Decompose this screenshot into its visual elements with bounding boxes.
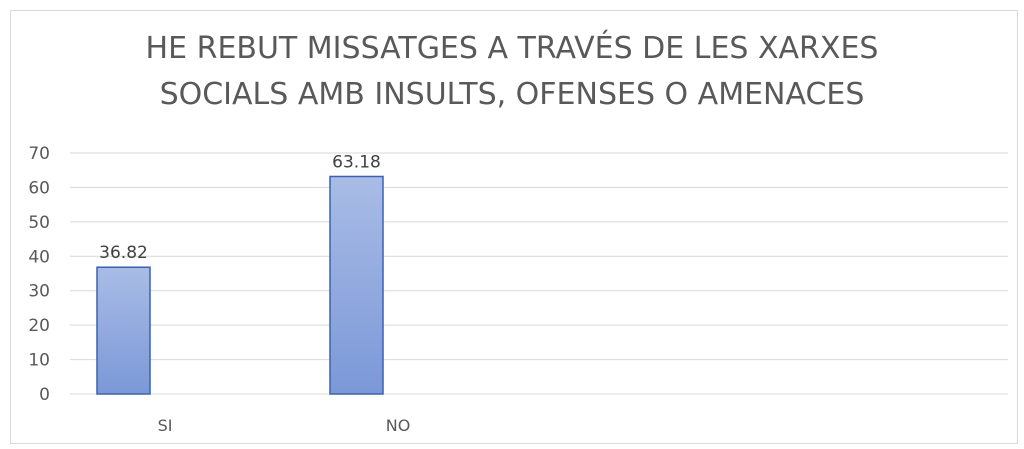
bars bbox=[96, 175, 384, 395]
x-axis-category-labels: SI NO bbox=[158, 416, 411, 435]
y-tick-label: 50 bbox=[28, 213, 50, 233]
y-tick-label: 60 bbox=[28, 178, 50, 198]
chart-title-line-1: HE REBUT MISSATGES A TRAVÉS DE LES XARXE… bbox=[145, 31, 879, 66]
gridlines bbox=[70, 152, 1008, 395]
y-tick-label: 0 bbox=[39, 385, 50, 405]
y-tick-label: 30 bbox=[28, 282, 50, 302]
y-tick-label: 40 bbox=[28, 247, 50, 267]
y-tick-label: 20 bbox=[28, 316, 50, 336]
y-tick-label: 70 bbox=[28, 144, 50, 164]
chart-frame bbox=[10, 10, 1018, 444]
data-labels: 36.82 63.18 bbox=[99, 152, 381, 263]
chart-title: HE REBUT MISSATGES A TRAVÉS DE LES XARXE… bbox=[0, 26, 1024, 118]
category-label-no: NO bbox=[386, 416, 411, 435]
y-axis-tick-labels: 0 10 20 30 40 50 60 70 bbox=[28, 144, 50, 405]
chart-title-line-2: SOCIALS AMB INSULTS, OFENSES O AMENACES bbox=[159, 77, 865, 112]
bar-si bbox=[96, 266, 151, 395]
bar-no bbox=[329, 175, 384, 395]
data-label-no: 63.18 bbox=[332, 152, 381, 172]
category-label-si: SI bbox=[158, 416, 173, 435]
y-tick-label: 10 bbox=[28, 351, 50, 371]
data-label-si: 36.82 bbox=[99, 243, 148, 263]
